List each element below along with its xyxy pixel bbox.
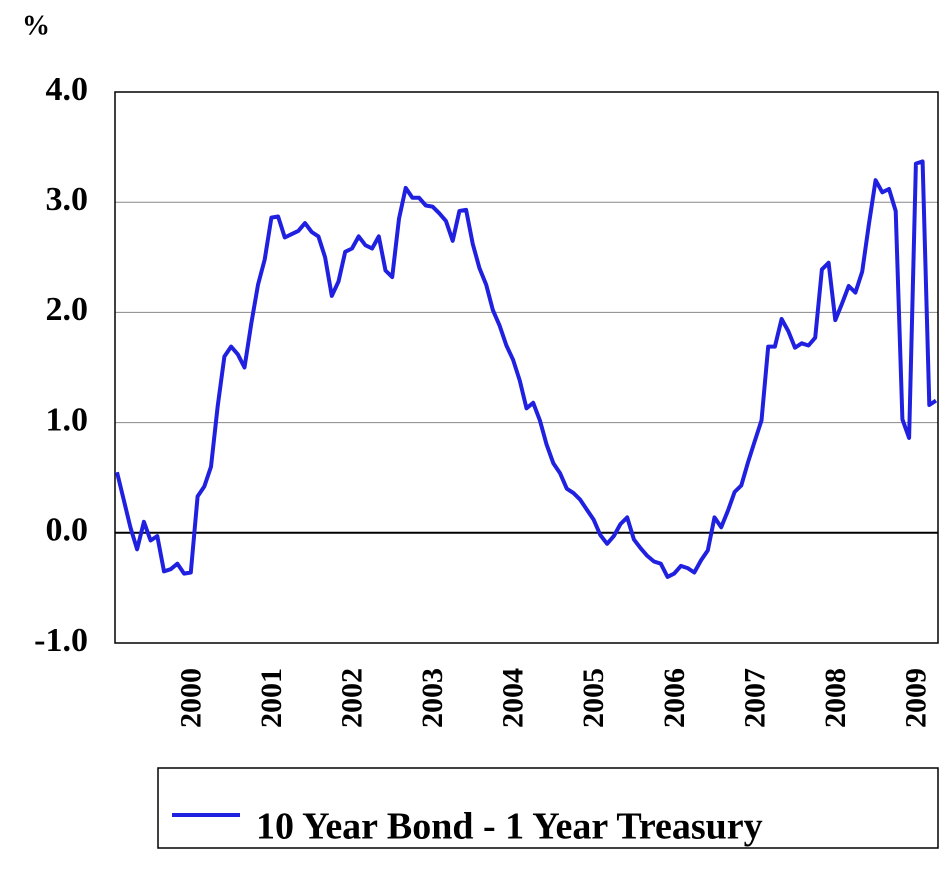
x-tick-label: 2009 [899,668,932,728]
x-tick-label: 2003 [416,668,449,728]
legend-label: 10 Year Bond - 1 Year Treasury [256,806,763,848]
y-tick-label: -1.0 [34,622,88,659]
line-series [115,159,938,579]
x-tick-label: 2006 [658,668,691,728]
y-tick-label: 0.0 [46,512,89,549]
x-tick-label: 2004 [497,668,530,728]
x-tick-label: 2007 [738,668,771,728]
x-tick-label: 2000 [174,668,207,728]
y-tick-label: 3.0 [46,181,89,218]
plot-frame [114,91,939,644]
x-tick-label: 2001 [255,668,288,728]
y-tick-label: 1.0 [46,401,89,438]
x-tick-label: 2002 [336,668,369,728]
y-tick-label: 4.0 [46,71,89,108]
y-tick-label: 2.0 [46,291,89,328]
legend [157,767,939,849]
y-axis-label: % [22,10,50,41]
x-tick-label: 2005 [577,668,610,728]
x-tick-label: 2008 [819,668,852,728]
